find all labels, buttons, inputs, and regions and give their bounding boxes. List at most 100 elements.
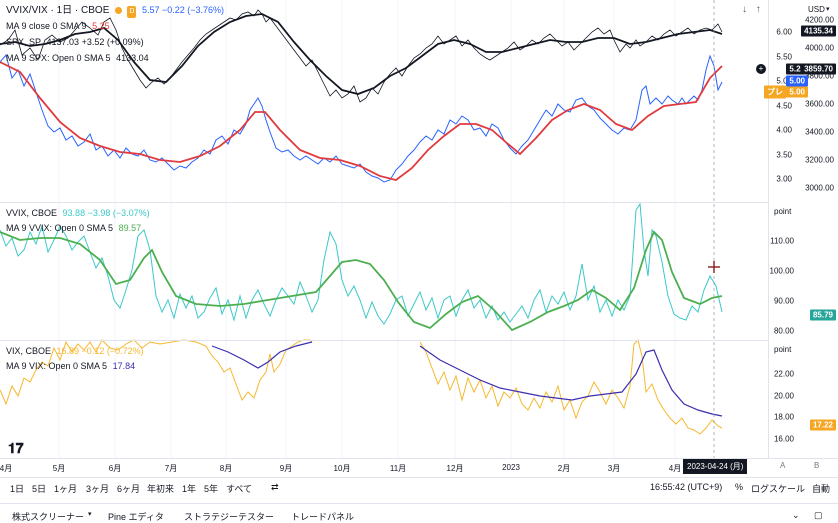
maximize-panel-icon[interactable]: ▢ [814, 510, 823, 520]
goto-date-icon[interactable]: ⇄ [271, 482, 279, 492]
price-tick: 18.00 [773, 412, 794, 422]
crosshair-cursor [708, 261, 720, 273]
chevron-icon[interactable]: ⌄ [792, 510, 800, 520]
range-button[interactable]: 1ヶ月 [54, 484, 78, 494]
main-legend: VVIX/VIX · 1日 · CBOE D 5.57 −0.22 (−3.76… [6, 4, 227, 18]
spx-name[interactable]: SPX, SP [6, 37, 42, 47]
spx-value: 4137.03 +3.52 (+0.09%) [46, 37, 144, 47]
time-label: 11月 [389, 464, 407, 473]
tab-pine-editor[interactable]: Pine エディタ [108, 512, 164, 522]
time-label: 2月 [557, 464, 571, 473]
pre-market-tag: プレ [764, 85, 786, 99]
price-tick: 22.00 [773, 369, 794, 379]
ratio-line [0, 53, 723, 183]
price-tick: 3.50 [776, 150, 792, 159]
price-tick: 3600.00 [805, 99, 834, 109]
crosshair-date-label: 2023-04-24 (月) [683, 459, 748, 474]
vvix-ma-legend: MA 9 VVIX: Open 0 SMA 5 89.57 [6, 222, 144, 234]
price-tick: 5.00 [776, 76, 792, 86]
time-label: 4月 [668, 464, 682, 473]
range-button[interactable]: 1日 [10, 484, 25, 494]
vix-legend: VIX, CBOE 16.89 −0.12 (−0.72%) [6, 345, 147, 357]
range-button[interactable]: 1年 [182, 484, 197, 494]
vix-line [0, 339, 313, 406]
time-label: 12月 [446, 464, 464, 473]
price-tick: 4.50 [776, 101, 792, 110]
ma2-name[interactable]: MA 9 SPX: Open 0 SMA 5 [6, 53, 111, 63]
time-label: 2023 [502, 463, 520, 472]
spx-legend: SPX, SP 4137.03 +3.52 (+0.09%) [6, 36, 147, 48]
price-tick: 110.00 [770, 236, 794, 246]
price-tick: 6.00 [776, 27, 792, 37]
vvix-price-label: 85.79 [809, 309, 836, 321]
price-tick: 4200.00 [805, 15, 834, 25]
vix-ma-line-2 [419, 345, 723, 417]
ma1-legend: MA 9 close 0 SMA 9 5.25 [6, 20, 113, 32]
bottom-panel-tabs: 株式スクリーナー ▾ Pine エディタ ストラテジーテスター トレードパネル … [0, 503, 838, 523]
range-button[interactable]: 5年 [204, 484, 219, 494]
vix-price-label: 17.22 [809, 419, 836, 431]
data-badge: D [127, 6, 137, 18]
chart-area[interactable] [0, 0, 768, 458]
price-tick: 80.00 [773, 326, 794, 336]
vvix-ma-value: 89.57 [118, 223, 142, 233]
arrow-down-icon[interactable]: ↓ [742, 4, 747, 15]
time-label: 9月 [279, 464, 293, 473]
time-label: 7月 [164, 464, 178, 473]
main-symbol-label[interactable]: VVIX/VIX · 1日 · CBOE [6, 5, 110, 16]
tab-stock-screener[interactable]: 株式スクリーナー [12, 512, 85, 522]
vix-ma-name[interactable]: MA 9 VIX: Open 0 SMA 5 [6, 361, 108, 371]
ma2-value: 4133.04 [116, 53, 149, 63]
range-button[interactable]: 年初来 [147, 484, 175, 494]
auto-scale-icon[interactable]: A [780, 461, 786, 470]
vvix-line [0, 202, 723, 325]
range-button[interactable]: 5日 [32, 484, 47, 494]
ma1-name[interactable]: MA 9 close 0 SMA 9 [6, 21, 87, 31]
price-tick: 5.50 [776, 52, 792, 61]
vix-value: 16.89 −0.12 (−0.72%) [56, 346, 144, 356]
scale-menu-icon[interactable]: ▾ [826, 6, 830, 13]
time-label: 8月 [219, 464, 233, 473]
price-tick: 3000.00 [805, 183, 834, 193]
auto-scale-toggle[interactable]: 自動 [812, 484, 831, 494]
vvix-name[interactable]: VVIX, CBOE [6, 208, 58, 218]
tradingview-logo[interactable]: 𝟏𝟕 [8, 440, 24, 456]
chart-canvas[interactable] [0, 0, 768, 458]
spx-ma-line [0, 13, 723, 95]
main-value: 5.57 −0.22 (−3.76%) [141, 5, 225, 15]
time-label: 5月 [52, 464, 66, 473]
vvix-ma-name[interactable]: MA 9 VVIX: Open 0 SMA 5 [6, 223, 114, 233]
arrow-up-icon[interactable]: ↑ [755, 4, 761, 15]
currency-unit[interactable]: USD [808, 5, 825, 14]
range-button[interactable]: 6ヶ月 [117, 484, 141, 494]
vvix-legend: VVIX, CBOE 93.88 −3.98 (−3.07%) [6, 207, 153, 219]
ratio-price-label: 5.25 [786, 63, 808, 75]
time-label: 6月 [108, 464, 122, 473]
vix-unit: point [774, 345, 792, 354]
orange-price-label: 5.00 [786, 86, 808, 98]
pane-separator-2[interactable] [0, 340, 838, 341]
pane-separator-1[interactable] [0, 202, 838, 203]
tab-trade-panel[interactable]: トレードパネル [291, 512, 355, 522]
price-tick: 4000.00 [805, 43, 834, 53]
live-dot-icon [114, 7, 122, 15]
vvix-value: 93.88 −3.98 (−3.07%) [62, 208, 150, 218]
clock-time[interactable]: 16:55:42 (UTC+9) [650, 482, 723, 492]
settings-icon[interactable]: B [814, 461, 820, 470]
percent-toggle[interactable]: % [735, 482, 744, 492]
ma1-value: 5.25 [92, 21, 110, 31]
tab-strategy-tester[interactable]: ストラテジーテスター [184, 512, 275, 522]
time-axis[interactable]: 4月 5月 6月 7月 8月 9月 10月 11月 12月 2023 2月 3月 4月 [0, 458, 838, 474]
vix-ma-legend: MA 9 VIX: Open 0 SMA 5 17.84 [6, 360, 138, 372]
range-button[interactable]: すべて [226, 484, 253, 494]
vix-name[interactable]: VIX, CBOE [6, 346, 52, 356]
spx-mid-label: 3859.70 [801, 63, 836, 75]
log-scale-toggle[interactable]: ログスケール [751, 484, 806, 494]
add-alert-icon[interactable]: + [756, 64, 766, 74]
ratio-ma-line [0, 61, 723, 181]
price-tick: 3200.00 [805, 155, 834, 165]
chevron-down-icon[interactable]: ▾ [88, 511, 92, 518]
vix-ma-line [211, 341, 313, 369]
range-button[interactable]: 3ヶ月 [86, 484, 110, 494]
time-label: 3月 [607, 464, 621, 473]
